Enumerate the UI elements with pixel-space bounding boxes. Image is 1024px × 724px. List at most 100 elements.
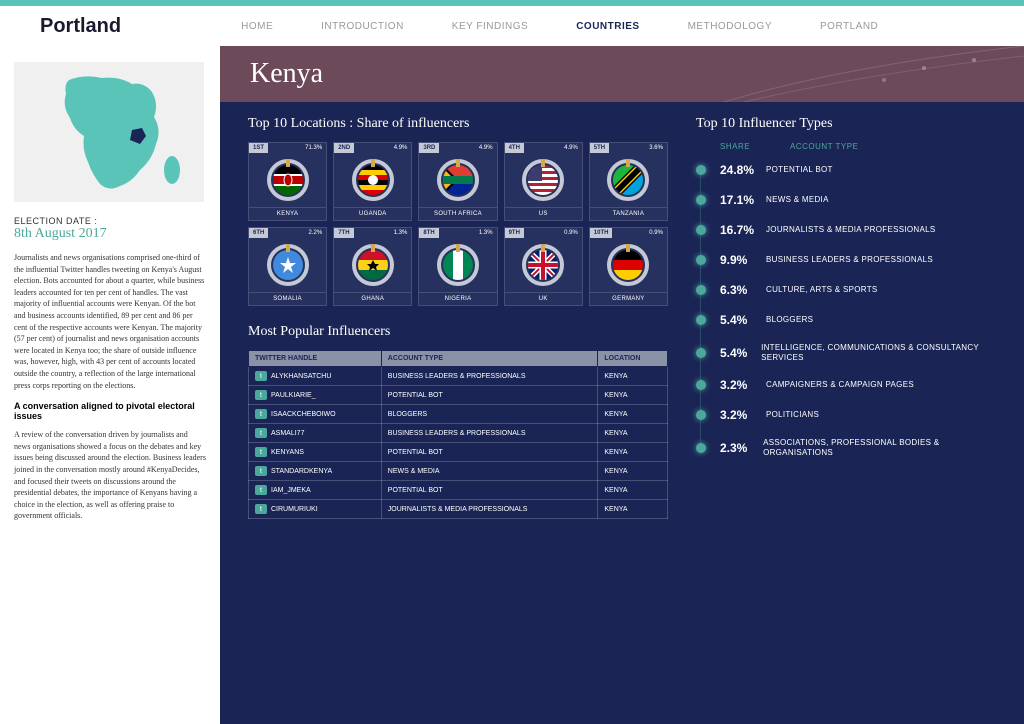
type-dot-icon bbox=[696, 410, 706, 420]
location-card: 7TH1.3%GHANA bbox=[333, 227, 412, 306]
type-label: INTELLIGENCE, COMMUNICATIONS & CONSULTAN… bbox=[761, 343, 996, 362]
location-card: 9TH0.9%UK bbox=[504, 227, 583, 306]
location-name: US bbox=[505, 207, 582, 220]
type-share: 3.2% bbox=[720, 378, 766, 392]
type-label: CAMPAIGNERS & CAMPAIGN PAGES bbox=[766, 380, 914, 390]
content-area: Kenya Top 10 Locations : Share of influe… bbox=[220, 46, 1024, 724]
type-share: 5.4% bbox=[720, 313, 766, 327]
location-pct: 1.3% bbox=[439, 228, 497, 238]
type-share: 17.1% bbox=[720, 193, 766, 207]
type-dot-icon bbox=[696, 348, 706, 358]
location-pct: 0.9% bbox=[524, 228, 582, 238]
locations-title: Top 10 Locations : Share of influencers bbox=[248, 116, 668, 132]
type-share: 6.3% bbox=[720, 283, 766, 297]
type-dot-icon bbox=[696, 225, 706, 235]
sidebar: ELECTION DATE : 8th August 2017 Journali… bbox=[0, 46, 220, 724]
country-banner: Kenya bbox=[220, 46, 1024, 102]
twitter-icon: t bbox=[255, 428, 267, 438]
type-row: 5.4%BLOGGERS bbox=[696, 313, 996, 327]
type-share: 24.8% bbox=[720, 163, 766, 177]
location-card: 3RD4.9% SOUTH AFRICA bbox=[418, 142, 497, 221]
location-card: 6TH2.2%SOMALIA bbox=[248, 227, 327, 306]
sidebar-para-1: Journalists and news organisations compr… bbox=[14, 252, 206, 391]
nav-item-methodology[interactable]: METHODOLOGY bbox=[688, 21, 772, 32]
nav-item-home[interactable]: HOME bbox=[241, 21, 273, 32]
type-share: 9.9% bbox=[720, 253, 766, 267]
table-row: tIAM_JMEKAPOTENTIAL BOTKENYA bbox=[249, 481, 668, 500]
location-rank: 3RD bbox=[419, 143, 439, 153]
location-name: SOUTH AFRICA bbox=[419, 207, 496, 220]
type-dot-icon bbox=[696, 195, 706, 205]
type-row: 3.2%CAMPAIGNERS & CAMPAIGN PAGES bbox=[696, 378, 996, 392]
flag-icon bbox=[528, 165, 558, 195]
nav-items: HOME INTRODUCTION KEY FINDINGS COUNTRIES MET… bbox=[241, 21, 878, 32]
twitter-icon: t bbox=[255, 485, 267, 495]
twitter-icon: t bbox=[255, 409, 267, 419]
type-dot-icon bbox=[696, 165, 706, 175]
type-row: 6.3%CULTURE, ARTS & SPORTS bbox=[696, 283, 996, 297]
cell-handle: tCIRUMURIUKI bbox=[249, 500, 382, 519]
cell-location: KENYA bbox=[598, 405, 668, 424]
twitter-icon: t bbox=[255, 371, 267, 381]
right-column: Top 10 Influencer Types SHARE ACCOUNT TY… bbox=[696, 116, 996, 519]
table-row: tSTANDARDKENYANEWS & MEDIAKENYA bbox=[249, 462, 668, 481]
location-pct: 4.9% bbox=[354, 143, 411, 153]
location-rank: 1ST bbox=[249, 143, 268, 153]
nav-item-countries[interactable]: COUNTRIES bbox=[576, 21, 639, 32]
location-card: 5TH3.6%TANZANIA bbox=[589, 142, 668, 221]
main-nav: Portland HOMEINTRODUCTIONKEY FINDINGSCOU… bbox=[0, 6, 1024, 46]
location-rank: 9TH bbox=[505, 228, 524, 238]
cell-handle: tISAACKCHEBOIWO bbox=[249, 405, 382, 424]
type-row: 24.8%POTENTIAL BOT bbox=[696, 163, 996, 177]
types-header-type: ACCOUNT TYPE bbox=[790, 142, 858, 151]
location-name: GHANA bbox=[334, 292, 411, 305]
type-row: 5.4%INTELLIGENCE, COMMUNICATIONS & CONSU… bbox=[696, 343, 996, 362]
flag-ring bbox=[522, 159, 564, 201]
nav-item-portland[interactable]: PORTLAND bbox=[820, 21, 878, 32]
location-name: GERMANY bbox=[590, 292, 667, 305]
nav-item-key findings[interactable]: KEY FINDINGS bbox=[452, 21, 528, 32]
table-header: TWITTER HANDLE bbox=[249, 351, 382, 367]
cell-handle: tKENYANS bbox=[249, 443, 382, 462]
country-title: Kenya bbox=[250, 58, 323, 90]
type-label: BUSINESS LEADERS & PROFESSIONALS bbox=[766, 255, 933, 265]
table-header: ACCOUNT TYPE bbox=[381, 351, 598, 367]
location-name: UGANDA bbox=[334, 207, 411, 220]
africa-map bbox=[14, 62, 204, 202]
location-pct: 71.3% bbox=[268, 143, 326, 153]
flag-icon bbox=[273, 165, 303, 195]
cell-type: BLOGGERS bbox=[381, 405, 598, 424]
types-title: Top 10 Influencer Types bbox=[696, 116, 996, 132]
type-share: 16.7% bbox=[720, 223, 766, 237]
flag-ring bbox=[607, 244, 649, 286]
location-pct: 4.9% bbox=[524, 143, 582, 153]
location-card: 10TH0.9%GERMANY bbox=[589, 227, 668, 306]
type-label: POTENTIAL BOT bbox=[766, 165, 833, 175]
flag-icon bbox=[358, 250, 388, 280]
cell-type: BUSINESS LEADERS & PROFESSIONALS bbox=[381, 424, 598, 443]
locations-grid: 1ST71.3%KENYA2ND4.9%UGANDA3RD4.9%SOUTH A… bbox=[248, 142, 668, 306]
type-share: 2.3% bbox=[720, 441, 763, 455]
location-rank: 5TH bbox=[590, 143, 609, 153]
type-label: POLITICIANS bbox=[766, 410, 819, 420]
cell-location: KENYA bbox=[598, 462, 668, 481]
nav-item-introduction[interactable]: INTRODUCTION bbox=[321, 21, 404, 32]
type-row: 3.2%POLITICIANS bbox=[696, 408, 996, 422]
flag-icon bbox=[613, 250, 643, 280]
location-rank: 10TH bbox=[590, 228, 613, 238]
type-row: 9.9%BUSINESS LEADERS & PROFESSIONALS bbox=[696, 253, 996, 267]
cell-type: POTENTIAL BOT bbox=[381, 481, 598, 500]
location-card: 1ST71.3%KENYA bbox=[248, 142, 327, 221]
flag-icon bbox=[273, 250, 303, 280]
type-label: ASSOCIATIONS, PROFESSIONAL BODIES & ORGA… bbox=[763, 438, 996, 457]
location-pct: 1.3% bbox=[354, 228, 412, 238]
influencers-title: Most Popular Influencers bbox=[248, 324, 668, 340]
type-row: 16.7%JOURNALISTS & MEDIA PROFESSIONALS bbox=[696, 223, 996, 237]
type-share: 5.4% bbox=[720, 346, 761, 360]
types-header: SHARE ACCOUNT TYPE bbox=[696, 142, 996, 151]
location-pct: 4.9% bbox=[439, 143, 496, 153]
location-card: 8TH1.3%NIGERIA bbox=[418, 227, 497, 306]
twitter-icon: t bbox=[255, 504, 267, 514]
table-row: tALYKHANSATCHUBUSINESS LEADERS & PROFESS… bbox=[249, 367, 668, 386]
type-label: CULTURE, ARTS & SPORTS bbox=[766, 285, 878, 295]
